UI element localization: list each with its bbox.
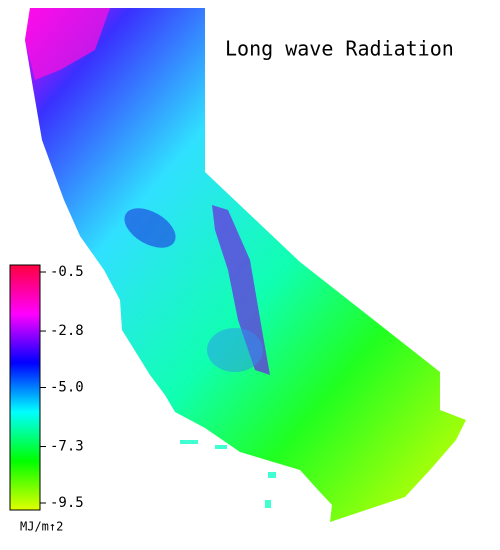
san-joaquin-patch — [207, 328, 263, 372]
colorbar-unit: MJ/m↑2 — [20, 520, 63, 534]
north-coast-highlands — [25, 8, 110, 80]
colorbar — [9, 264, 41, 511]
map-title: Long wave Radiation — [225, 37, 454, 61]
channel-islands — [180, 440, 276, 508]
central-valley-cool — [124, 208, 176, 248]
colorbar-tick-label: -0.5 — [50, 264, 84, 280]
colorbar-tick-label: -5.0 — [50, 380, 84, 396]
colorbar-tick-label: -7.3 — [50, 439, 84, 455]
sierra-ridge — [212, 205, 270, 375]
colorbar-ticks: -0.5 -2.8 -5.0 -7.3 -9.5 — [40, 264, 84, 511]
colorbar-tick-label: -2.8 — [50, 323, 84, 339]
colorbar-tick-label: -9.5 — [50, 495, 84, 511]
